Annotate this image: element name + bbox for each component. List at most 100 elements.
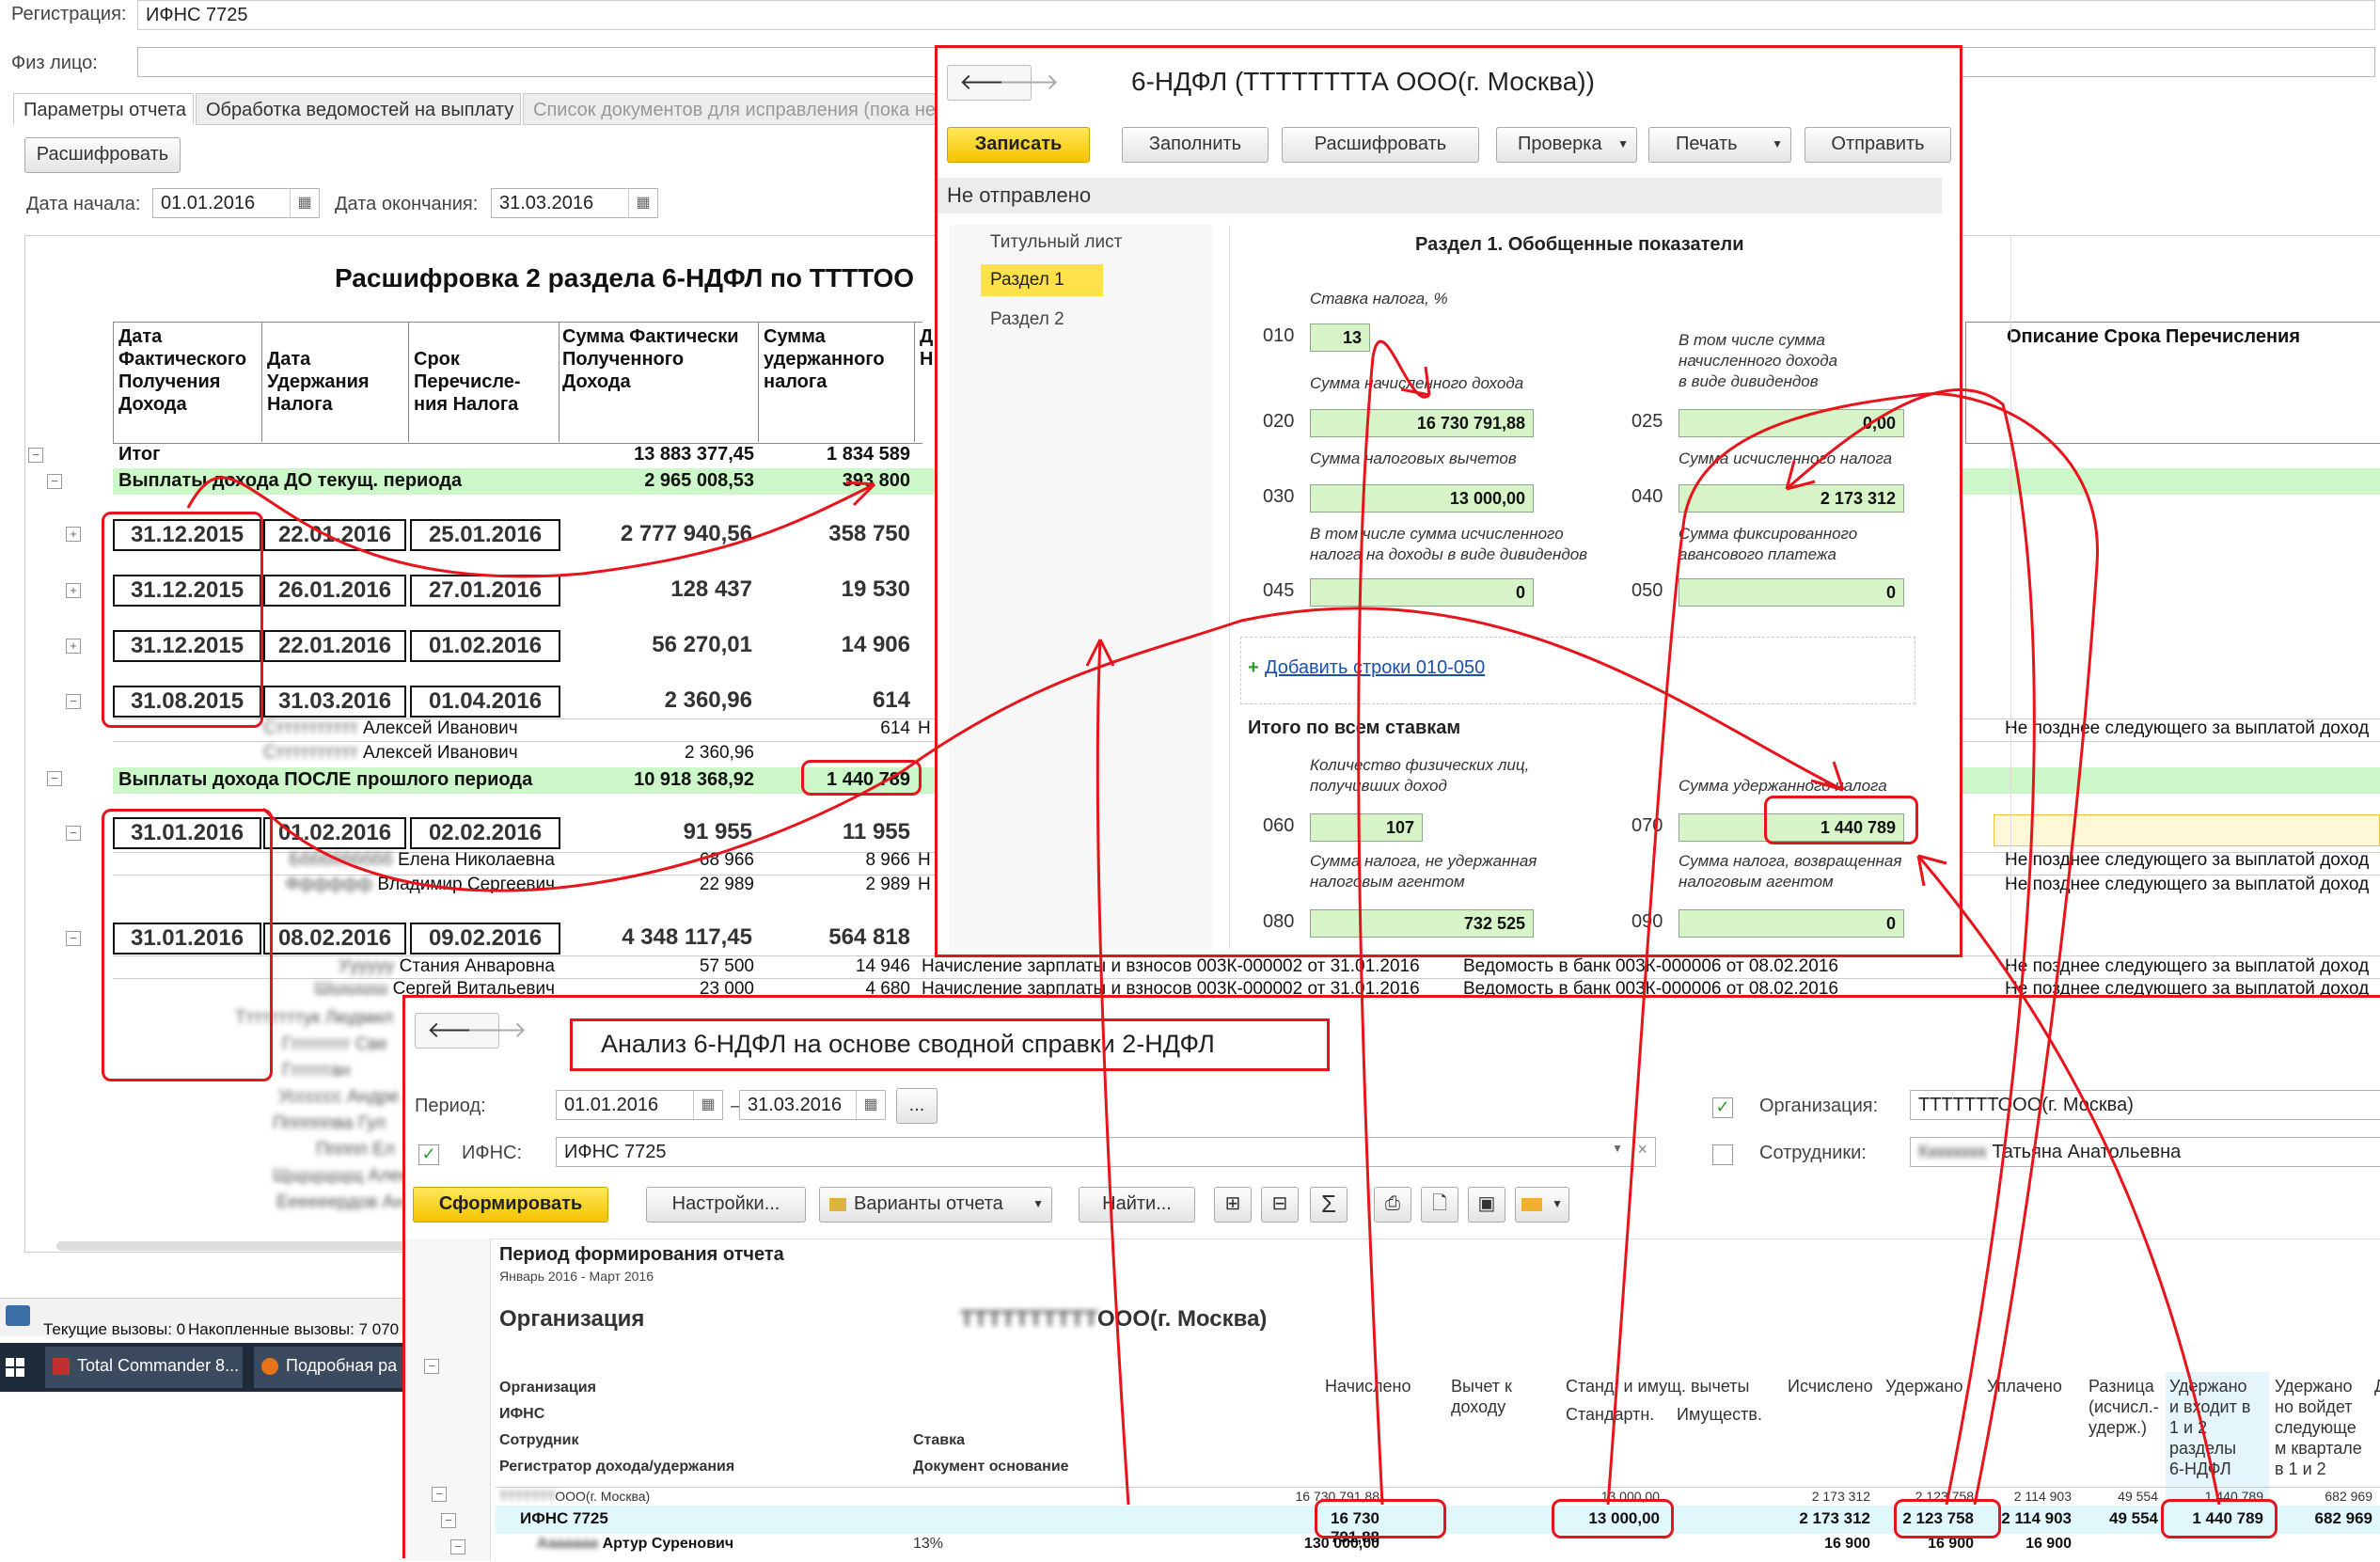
dividend-income-field[interactable]: 0,00 — [1679, 409, 1904, 437]
check-button[interactable]: Проверка ▼ — [1496, 127, 1637, 163]
status-bar — [0, 1298, 414, 1336]
collapse-tree-icon[interactable]: ⊟ — [1261, 1187, 1299, 1223]
col-prop: Имуществ. — [1677, 1405, 1762, 1424]
employees-field[interactable]: Кккккккк Татьяна Анатольевна — [1910, 1137, 2380, 1167]
cell-std: 13 000,00 — [1588, 1509, 1660, 1527]
report-variants-button[interactable]: Варианты отчета ▼ — [819, 1187, 1052, 1223]
period-to-value: 31.03.2016 — [748, 1095, 843, 1115]
collapse-icon[interactable]: − — [47, 474, 62, 489]
collapse-icon[interactable]: − — [441, 1513, 456, 1528]
org-checkbox[interactable]: ✓ — [1712, 1097, 1733, 1118]
collapse-icon[interactable]: − — [432, 1487, 447, 1502]
income-sum: 2 360,96 — [664, 687, 752, 713]
nav-section2[interactable]: Раздел 2 — [990, 309, 1064, 329]
employees-checkbox[interactable] — [1712, 1144, 1733, 1165]
taskbar-label: Total Commander 8... — [77, 1356, 240, 1375]
end-date-field[interactable]: 31.03.2016 ▦ — [491, 188, 658, 218]
period-to-field[interactable]: 31.03.2016 ▦ — [739, 1090, 886, 1120]
expand-icon[interactable]: + — [66, 639, 81, 654]
save-icon[interactable]: ▣ — [1468, 1187, 1505, 1223]
tab-statements[interactable]: Обработка ведомостей на выплату — [196, 93, 521, 125]
horizontal-scrollbar[interactable] — [56, 1241, 433, 1251]
taskbar-item-totalcmd[interactable]: Total Commander 8... — [45, 1347, 243, 1388]
field-code: 020 — [1263, 411, 1295, 432]
add-rows-link[interactable]: Добавить строки 010-050 — [1265, 657, 1486, 678]
registration-field[interactable]: ИФНС 7725 — [137, 0, 2375, 30]
back-arrow-icon[interactable]: 🡐 — [427, 1018, 488, 1043]
calendar-icon[interactable]: ▦ — [856, 1091, 885, 1119]
tab-report-params[interactable]: Параметры отчета — [13, 93, 194, 125]
forward-arrow-icon[interactable]: 🡒 — [466, 1018, 528, 1043]
not-withheld-field[interactable]: 732 525 — [1310, 909, 1534, 938]
calendar-icon[interactable]: ▦ — [628, 189, 657, 217]
withhold-date: 01.02.2016 — [263, 817, 406, 849]
deductions-field[interactable]: 13 000,00 — [1310, 484, 1534, 513]
collapse-icon[interactable]: − — [450, 1539, 465, 1554]
nav-section1[interactable]: Раздел 1 — [990, 270, 1064, 290]
dropdown-arrow-icon[interactable]: ▼ — [1612, 1142, 1623, 1155]
field-code: 025 — [1631, 411, 1663, 432]
back-arrow-icon[interactable]: 🡐 — [959, 70, 1020, 95]
col-header-transfer-date: Срок Перечисле- ния Налога — [414, 349, 521, 415]
dividend-tax-field[interactable]: 0 — [1310, 578, 1534, 607]
ifns-checkbox[interactable]: ✓ — [418, 1144, 439, 1165]
field-code: 090 — [1631, 911, 1663, 932]
calendar-icon[interactable]: ▦ — [693, 1091, 722, 1119]
dropdown-arrow-icon: ▼ — [1772, 137, 1783, 150]
start-date-field[interactable]: 01.01.2016 ▦ — [152, 188, 320, 218]
save-button[interactable]: Записать — [947, 127, 1090, 163]
mail-icon[interactable]: ▼ — [1515, 1187, 1569, 1223]
expand-icon[interactable]: + — [66, 527, 81, 542]
sum-icon[interactable]: Σ — [1310, 1187, 1348, 1223]
fixed-advance-field[interactable]: 0 — [1679, 578, 1904, 607]
ifns-field[interactable]: ИФНС 7725 ▼ × — [556, 1137, 1656, 1167]
nav-title-page[interactable]: Титульный лист — [990, 232, 1123, 252]
settings-button[interactable]: Настройки... — [646, 1187, 806, 1223]
tab-docs-fix[interactable]: Список документов для исправления (пока … — [523, 93, 937, 125]
period-from-field[interactable]: 01.01.2016 ▦ — [556, 1090, 723, 1120]
generate-button[interactable]: Сформировать — [413, 1187, 608, 1223]
collapse-icon[interactable]: − — [28, 448, 43, 463]
fill-button[interactable]: Заполнить — [1122, 127, 1269, 163]
collapse-icon[interactable]: − — [47, 771, 62, 786]
analysis-title: Анализ 6-НДФЛ на основе сводной справки … — [601, 1030, 1215, 1058]
group2-tax: 1 440 789 — [827, 769, 910, 790]
decode-button[interactable]: Расшифровать — [1282, 127, 1479, 163]
windows-start-icon[interactable] — [6, 1358, 24, 1377]
selected-cell[interactable] — [1994, 814, 2380, 846]
list-item: Стттттттттт Алексей Иванович — [263, 743, 518, 763]
expand-icon[interactable]: + — [66, 583, 81, 598]
calendar-icon[interactable]: ▦ — [290, 189, 319, 217]
returned-tax-field[interactable]: 0 — [1679, 909, 1904, 938]
print-button[interactable]: Печать ▼ — [1648, 127, 1791, 163]
preview-icon[interactable]: 🗋 — [1421, 1187, 1458, 1223]
persons-count-field[interactable]: 107 — [1310, 813, 1423, 842]
transfer-date: 27.01.2016 — [410, 575, 560, 607]
decode-button[interactable]: Расшифровать — [24, 137, 181, 173]
report-period-title: Период формирования отчета — [499, 1244, 784, 1265]
expand-tree-icon[interactable]: ⊞ — [1214, 1187, 1252, 1223]
collapse-icon[interactable]: − — [66, 826, 81, 841]
forward-arrow-icon[interactable]: 🡒 — [999, 70, 1060, 95]
registration-label: Регистрация: — [11, 4, 127, 24]
arrow-line — [1357, 339, 1431, 1506]
collapse-icon[interactable]: − — [66, 694, 81, 709]
collapse-icon[interactable]: − — [66, 931, 81, 946]
start-date-label: Дата начала: — [26, 194, 141, 214]
period-select-button[interactable]: ... — [896, 1088, 938, 1124]
accrued-income-field[interactable]: 16 730 791,88 — [1310, 409, 1534, 437]
find-button[interactable]: Найти... — [1079, 1187, 1195, 1223]
org-field[interactable]: ТТТТТТТООО(г. Москва) — [1910, 1090, 2380, 1120]
income-date: 31.01.2016 — [113, 923, 261, 955]
clear-icon[interactable]: × — [1637, 1140, 1647, 1159]
taskbar-item-browser[interactable]: Подробная ра — [254, 1347, 414, 1388]
tax-rate-field[interactable]: 13 — [1310, 323, 1370, 352]
employees-label: Сотрудники: — [1759, 1143, 1867, 1163]
group1-income: 2 965 008,53 — [644, 470, 754, 491]
collapse-icon[interactable]: − — [424, 1359, 439, 1374]
send-button[interactable]: Отправить — [1805, 127, 1951, 163]
transfer-date: 01.04.2016 — [410, 686, 560, 718]
group1-tax: 393 800 — [842, 470, 910, 491]
withheld-tax-field[interactable]: 1 440 789 — [1679, 813, 1904, 842]
print-icon[interactable]: ⎙ — [1374, 1187, 1411, 1223]
